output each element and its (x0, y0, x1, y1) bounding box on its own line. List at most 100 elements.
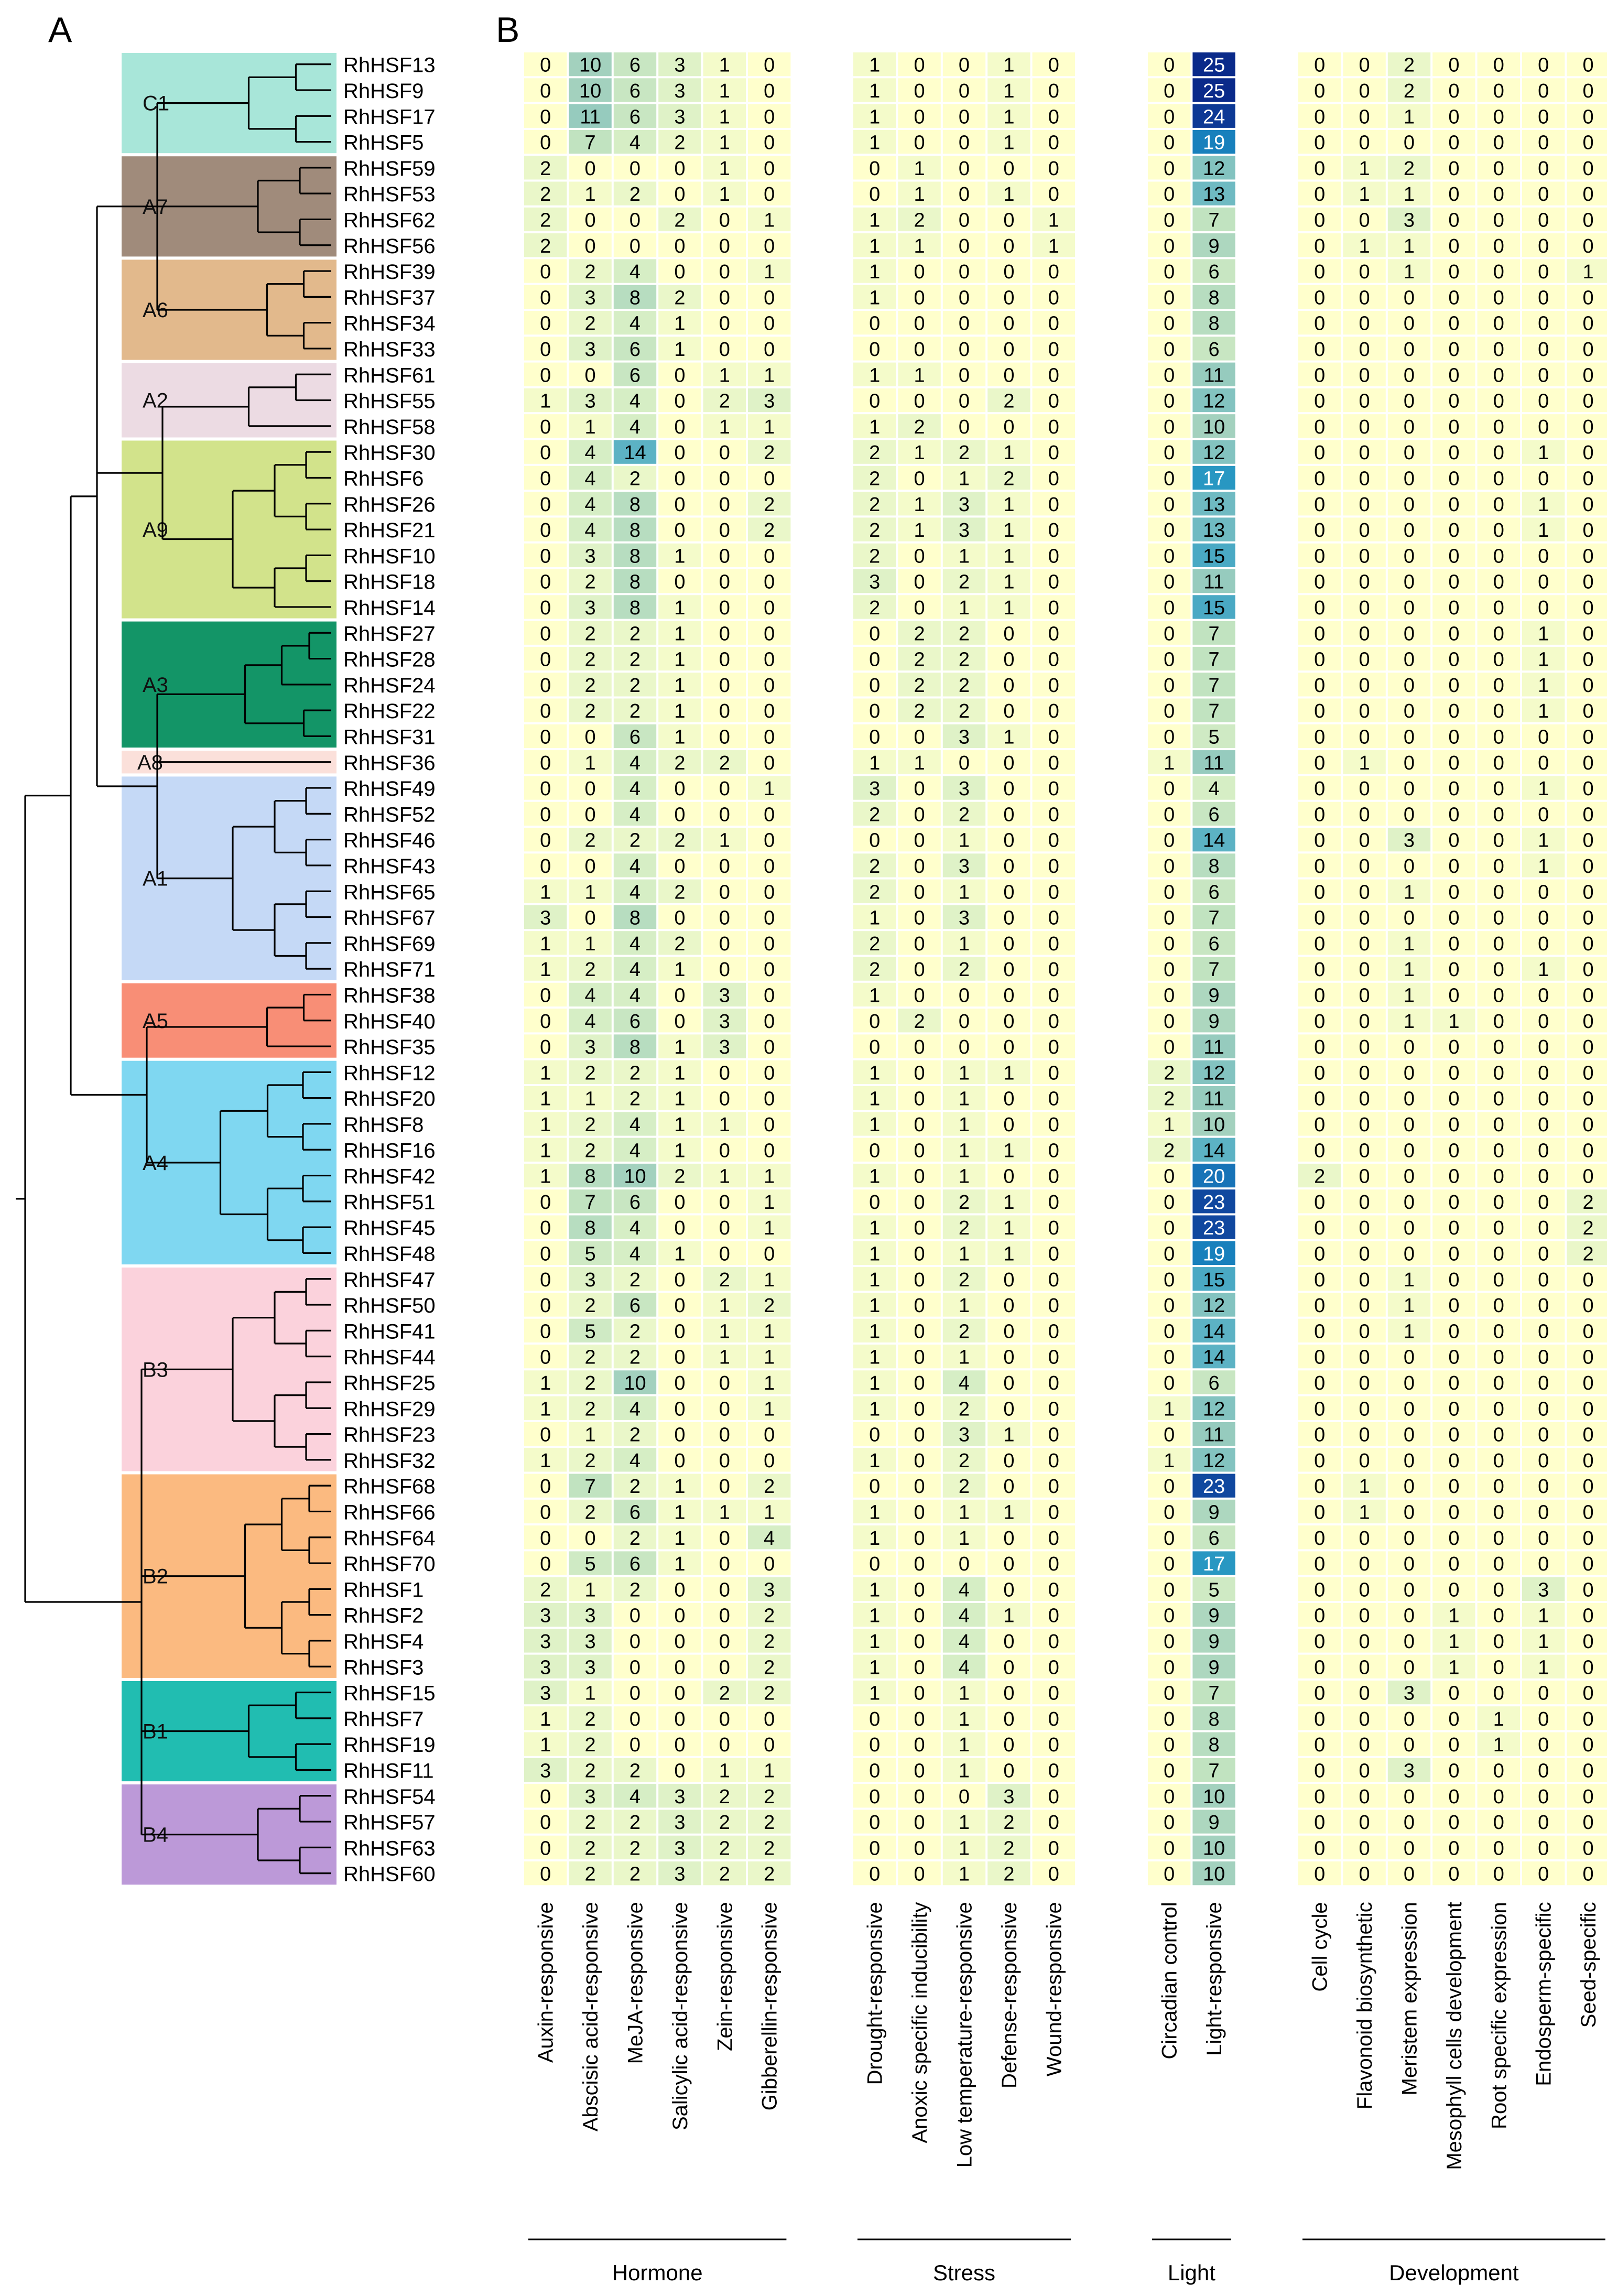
cell-value: 1 (719, 183, 730, 205)
cell-value: 1 (1404, 959, 1415, 981)
cell-value: 0 (1448, 1553, 1459, 1575)
subfamily-label-a3: A3 (143, 674, 168, 697)
heatmap-cell (703, 776, 746, 800)
heatmap-cell (569, 1784, 612, 1808)
heatmap-cell (748, 492, 791, 516)
cell-value: 1 (1003, 726, 1014, 748)
cell-value: 1 (1359, 1501, 1370, 1523)
cell-value: 1 (869, 1243, 880, 1265)
cell-value: 0 (719, 1528, 730, 1550)
cell-value: 0 (674, 1579, 685, 1601)
cell-value: 0 (719, 1398, 730, 1420)
heatmap-cell (613, 1422, 657, 1446)
cell-value: 0 (1493, 623, 1504, 645)
cell-value: 0 (1314, 752, 1325, 774)
cell-value: 0 (914, 1166, 925, 1188)
cell-value: 2 (959, 1476, 970, 1498)
cell-value: 3 (585, 1036, 596, 1058)
heatmap-cell (613, 465, 657, 490)
cell-value: 0 (1493, 158, 1504, 180)
heatmap-cell (524, 828, 567, 852)
heatmap-cell (569, 156, 612, 180)
cell-value: 0 (914, 1476, 925, 1498)
cell-value: 0 (1404, 545, 1415, 567)
cell-value: 0 (1583, 1011, 1594, 1033)
cell-value: 0 (1583, 1501, 1594, 1523)
heatmap-cell (658, 337, 701, 361)
cell-value: 0 (1048, 571, 1059, 593)
cell-value: 8 (1209, 313, 1220, 335)
cell-value: 2 (585, 649, 596, 671)
cell-value: 0 (540, 519, 551, 541)
heatmap-cell (748, 698, 791, 722)
cell-value: 1 (540, 1088, 551, 1110)
cell-value: 0 (1003, 1347, 1014, 1369)
cell-value: 0 (1314, 649, 1325, 671)
heatmap-cell (658, 1629, 701, 1653)
cell-value: 0 (719, 1424, 730, 1446)
cell-value: 0 (1314, 597, 1325, 619)
gene-label: RhHSF54 (343, 1785, 436, 1808)
cell-value: 3 (959, 855, 970, 878)
heatmap-cell (613, 52, 657, 77)
heatmap-cell (569, 673, 612, 697)
cell-value: 1 (1538, 700, 1549, 722)
cell-value: 1 (764, 1347, 775, 1369)
cell-value: 0 (1583, 235, 1594, 257)
heatmap-cell (569, 1318, 612, 1342)
cell-value: 0 (1493, 881, 1504, 903)
cell-value: 1 (719, 1114, 730, 1136)
cell-value: 1 (764, 1398, 775, 1420)
cell-value: 2 (1583, 1243, 1594, 1265)
cell-value: 0 (1493, 1528, 1504, 1550)
heatmap-cell (658, 1370, 701, 1394)
cell-value: 0 (1404, 571, 1415, 593)
cell-value: 0 (1164, 933, 1175, 955)
cell-value: 2 (585, 623, 596, 645)
heatmap-cell (569, 1810, 612, 1834)
heatmap-cell (703, 1551, 746, 1575)
column-label: Wound-responsive (1043, 1902, 1066, 2076)
cell-value: 0 (1164, 1631, 1175, 1653)
cell-value: 6 (629, 1295, 640, 1317)
cell-value: 3 (959, 778, 970, 800)
cell-value: 0 (540, 80, 551, 102)
cell-value: 1 (1448, 1605, 1459, 1627)
cell-value: 1 (764, 209, 775, 231)
heatmap-cell (658, 931, 701, 955)
cell-value: 0 (914, 1114, 925, 1136)
heatmap-cell (658, 311, 701, 335)
cell-value: 1 (540, 933, 551, 955)
cell-value: 13 (1203, 519, 1225, 541)
cell-value: 0 (1359, 545, 1370, 567)
cell-value: 0 (719, 675, 730, 697)
cell-value: 15 (1203, 545, 1225, 567)
cell-value: 1 (1003, 1243, 1014, 1265)
cell-value: 0 (1314, 1114, 1325, 1136)
cell-value: 0 (1448, 1036, 1459, 1058)
cell-value: 2 (674, 830, 685, 852)
heatmap-cell (569, 465, 612, 490)
cell-value: 1 (674, 1062, 685, 1084)
cell-value: 7 (1209, 1683, 1220, 1705)
cell-value: 0 (914, 1579, 925, 1601)
cell-value: 3 (674, 1837, 685, 1859)
column-label: Flavonoid biosynthetic (1353, 1902, 1376, 2109)
cell-value: 1 (1404, 106, 1415, 128)
cell-value: 3 (719, 1036, 730, 1058)
cell-value: 2 (869, 855, 880, 878)
heatmap-cell (703, 1577, 746, 1601)
heatmap-cell (524, 1629, 567, 1653)
cell-value: 0 (1314, 1243, 1325, 1265)
heatmap-cell (524, 1474, 567, 1498)
cell-value: 12 (1203, 1062, 1225, 1084)
cell-value: 2 (585, 1760, 596, 1782)
heatmap-cell (613, 1215, 657, 1239)
cell-value: 6 (1209, 881, 1220, 903)
cell-value: 0 (540, 597, 551, 619)
cell-value: 0 (1314, 1398, 1325, 1420)
cell-value: 0 (764, 1450, 775, 1472)
heatmap-cell (658, 569, 701, 593)
heatmap-cell (613, 905, 657, 929)
